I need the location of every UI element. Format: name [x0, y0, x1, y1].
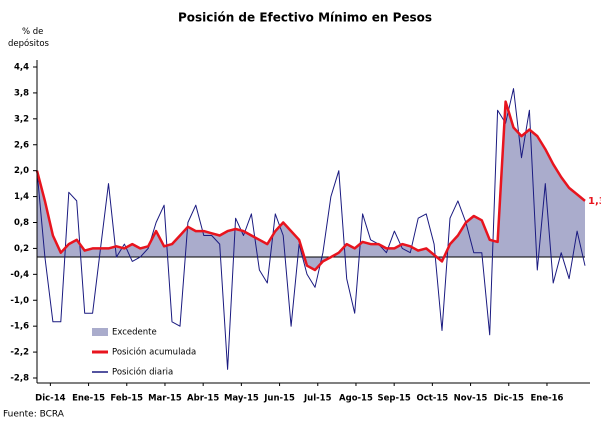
y-tick-label: 2,0	[14, 166, 29, 176]
x-tick-label: Ene-15	[72, 394, 105, 404]
x-tick-label: Sep-15	[378, 394, 411, 404]
y-tick-label: 3,2	[14, 114, 29, 124]
y-tick-label: 3,8	[14, 88, 29, 98]
y-tick-label: 2,6	[14, 140, 29, 150]
y-tick-label: 1,4	[14, 192, 29, 202]
x-tick-label: May-15	[224, 394, 259, 404]
legend-label: Posición diaria	[112, 367, 173, 378]
y-axis-label: % de depósitos	[8, 27, 50, 49]
x-tick-label: Mar-15	[148, 394, 182, 404]
x-tick-label: Jun-15	[263, 394, 295, 404]
x-tick-label: Feb-15	[110, 394, 143, 404]
area	[37, 101, 585, 270]
y-tick-label: -2,2	[10, 348, 29, 358]
y-tick-label: 4,4	[14, 63, 29, 73]
x-tick-label: Oct-15	[417, 394, 449, 404]
annotation: 1,3	[588, 196, 601, 207]
line	[36, 88, 586, 370]
y-tick-label: -1,0	[10, 296, 29, 306]
y-tick-label: -0,4	[10, 270, 29, 280]
line	[35, 100, 586, 272]
x-tick-label: Dic-15	[494, 394, 524, 404]
x-tick-label: Nov-15	[454, 394, 488, 404]
x-tick-label: Abr-15	[187, 394, 219, 404]
legend-swatch	[92, 328, 108, 336]
x-tick-label: Ene-16	[530, 394, 563, 404]
chart-title: Posición de Efectivo Mínimo en Pesos	[178, 11, 432, 25]
y-tick-label: -1,6	[10, 322, 29, 332]
y-tick-label: 0,2	[14, 244, 29, 254]
source: Fuente: BCRA	[3, 410, 65, 420]
y-tick-label: 0,8	[14, 218, 29, 228]
legend-label: Posición acumulada	[112, 347, 196, 358]
x-tick-label: Ago-15	[339, 394, 373, 404]
x-tick-label: Dic-14	[35, 394, 65, 404]
x-tick-label: Jul-15	[303, 394, 332, 404]
y-tick-label: -2,8	[10, 374, 29, 384]
legend-label: Excedente	[112, 328, 157, 338]
